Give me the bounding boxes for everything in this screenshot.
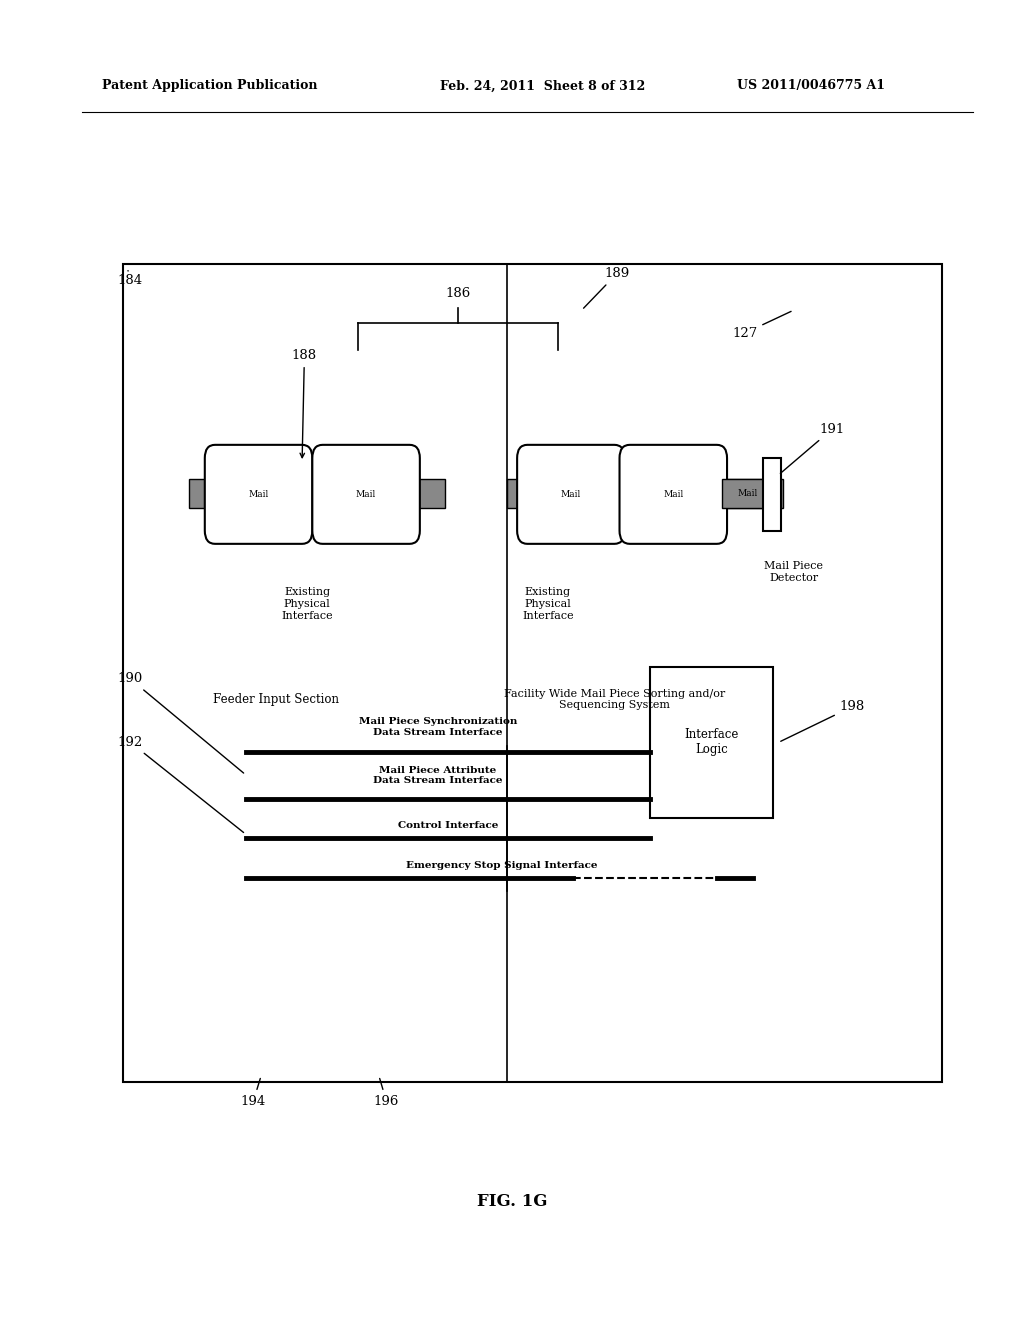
Text: Facility Wide Mail Piece Sorting and/or
Sequencing System: Facility Wide Mail Piece Sorting and/or … <box>504 689 725 710</box>
Text: Mail Piece Synchronization
Data Stream Interface: Mail Piece Synchronization Data Stream I… <box>358 717 517 737</box>
Text: Mail: Mail <box>664 490 683 499</box>
FancyBboxPatch shape <box>205 445 312 544</box>
Text: Existing
Physical
Interface: Existing Physical Interface <box>522 587 573 620</box>
FancyBboxPatch shape <box>312 445 420 544</box>
Text: 127: 127 <box>732 312 792 339</box>
Text: Patent Application Publication: Patent Application Publication <box>102 79 317 92</box>
Bar <box>722 479 783 508</box>
FancyBboxPatch shape <box>517 445 625 544</box>
Text: 186: 186 <box>445 286 471 300</box>
Text: FIG. 1G: FIG. 1G <box>477 1193 547 1209</box>
Text: 192: 192 <box>118 735 244 833</box>
FancyBboxPatch shape <box>620 445 727 544</box>
Bar <box>123 264 942 1082</box>
Text: 198: 198 <box>780 700 865 742</box>
Text: 190: 190 <box>118 672 244 774</box>
Text: Mail: Mail <box>737 490 758 498</box>
Bar <box>189 479 445 508</box>
Bar <box>507 479 773 508</box>
Text: Mail Piece
Detector: Mail Piece Detector <box>764 561 823 582</box>
Bar <box>650 667 773 818</box>
Text: Emergency Stop Signal Interface: Emergency Stop Signal Interface <box>406 861 598 870</box>
Text: 184: 184 <box>118 271 143 286</box>
Text: Feeder Input Section: Feeder Input Section <box>213 693 340 706</box>
Text: 189: 189 <box>584 267 630 308</box>
Text: Mail: Mail <box>561 490 581 499</box>
Bar <box>763 458 781 531</box>
Text: Mail Piece Attribute
Data Stream Interface: Mail Piece Attribute Data Stream Interfa… <box>373 766 503 785</box>
Text: Existing
Physical
Interface: Existing Physical Interface <box>282 587 333 620</box>
Text: Mail: Mail <box>356 490 376 499</box>
Text: 191: 191 <box>780 422 845 474</box>
Text: Interface
Logic: Interface Logic <box>684 729 739 756</box>
Text: US 2011/0046775 A1: US 2011/0046775 A1 <box>737 79 886 92</box>
Text: Mail: Mail <box>249 490 268 499</box>
Text: 188: 188 <box>292 348 317 458</box>
Text: 194: 194 <box>241 1078 266 1107</box>
Text: Feb. 24, 2011  Sheet 8 of 312: Feb. 24, 2011 Sheet 8 of 312 <box>440 79 645 92</box>
Text: Control Interface: Control Interface <box>397 821 499 830</box>
Text: 196: 196 <box>374 1078 399 1107</box>
